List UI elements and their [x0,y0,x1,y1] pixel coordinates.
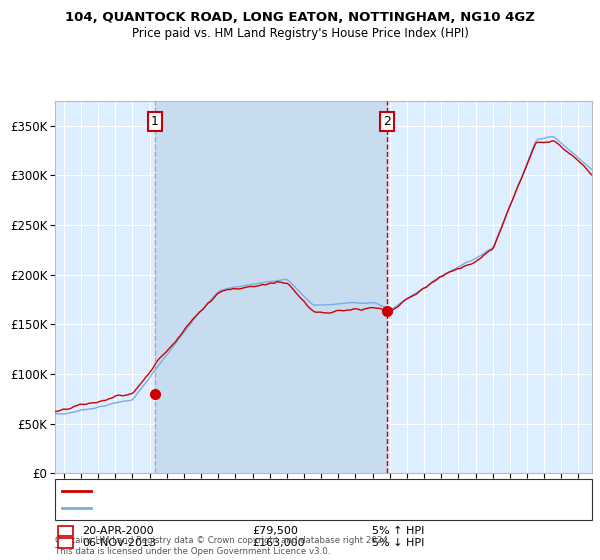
Text: Contains HM Land Registry data © Crown copyright and database right 2024.
This d: Contains HM Land Registry data © Crown c… [55,536,391,556]
Text: 2: 2 [383,115,391,128]
Text: 20-APR-2000: 20-APR-2000 [82,526,154,536]
Text: Price paid vs. HM Land Registry's House Price Index (HPI): Price paid vs. HM Land Registry's House … [131,27,469,40]
Text: 5% ↓ HPI: 5% ↓ HPI [372,538,424,548]
Text: 104, QUANTOCK ROAD, LONG EATON, NOTTINGHAM, NG10 4GZ (detached house): 104, QUANTOCK ROAD, LONG EATON, NOTTINGH… [96,486,523,496]
Text: 1: 1 [151,115,159,128]
Text: HPI: Average price, detached house, Erewash: HPI: Average price, detached house, Erew… [96,503,333,514]
Text: 1: 1 [62,526,69,536]
Text: 104, QUANTOCK ROAD, LONG EATON, NOTTINGHAM, NG10 4GZ: 104, QUANTOCK ROAD, LONG EATON, NOTTINGH… [65,11,535,24]
Text: 06-NOV-2013: 06-NOV-2013 [82,538,156,548]
Text: 2: 2 [62,538,69,548]
Bar [155,101,387,473]
Text: 5% ↑ HPI: 5% ↑ HPI [372,526,424,536]
Text: £79,500: £79,500 [252,526,298,536]
Text: £163,000: £163,000 [252,538,305,548]
